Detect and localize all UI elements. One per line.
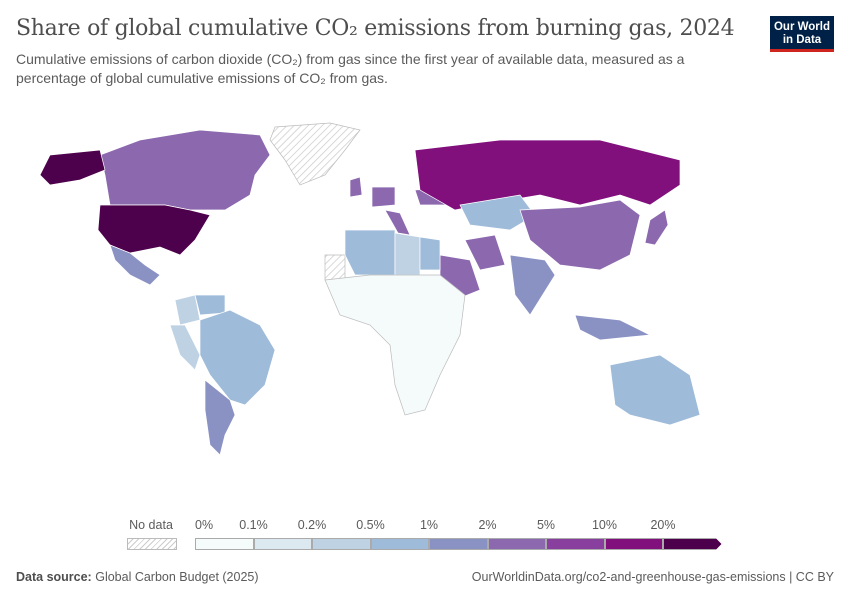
- country-india[interactable]: [509, 254, 556, 316]
- country-italy[interactable]: [384, 209, 411, 236]
- country-germany[interactable]: [371, 186, 396, 208]
- legend-bin: [429, 538, 488, 550]
- legend-bin-label: 0%: [195, 518, 214, 532]
- legend-bin-label: 0.1%: [239, 518, 268, 532]
- legend-bin: [604, 538, 663, 550]
- country-kazakhstan[interactable]: [459, 194, 536, 231]
- legend-bin: [195, 538, 254, 550]
- legend-bin: [370, 538, 429, 550]
- legend-bin: [546, 538, 605, 550]
- legend-no-data-swatch: [127, 538, 177, 550]
- legend-bin-label: 10%: [591, 518, 618, 532]
- country-iran[interactable]: [464, 234, 506, 271]
- legend: No data 0% 0.1% 0.2% 0.5% 1% 2% 5% 10% 20%: [0, 515, 850, 555]
- legend-bin-label: 2%: [478, 518, 497, 532]
- owid-logo[interactable]: Our World in Data: [770, 16, 834, 52]
- country-western-sahara[interactable]: [324, 254, 346, 281]
- country-indonesia[interactable]: [574, 314, 652, 341]
- footer-url[interactable]: OurWorldinData.org/co2-and-greenhouse-ga…: [471, 570, 834, 584]
- source-label: Data source:: [16, 570, 92, 584]
- legend-bin: [487, 538, 546, 550]
- country-algeria[interactable]: [344, 229, 396, 276]
- country-argentina[interactable]: [204, 379, 236, 456]
- country-canada[interactable]: [99, 129, 271, 211]
- legend-bin-label: 1%: [419, 518, 439, 532]
- country-greenland[interactable]: [269, 122, 361, 186]
- country-brazil[interactable]: [199, 309, 276, 406]
- chart-subtitle: Cumulative emissions of carbon dioxide (…: [16, 51, 685, 86]
- country-venezuela[interactable]: [194, 294, 226, 316]
- country-libya[interactable]: [394, 232, 421, 276]
- chart-title: Share of global cumulative CO₂ emissions…: [16, 16, 735, 41]
- legend-bin: [663, 538, 722, 550]
- country-egypt[interactable]: [419, 236, 441, 271]
- source-link[interactable]: Global Carbon Budget (2025): [95, 570, 259, 584]
- country-united-states[interactable]: [39, 149, 211, 256]
- country-peru[interactable]: [169, 324, 201, 371]
- country-mexico[interactable]: [109, 244, 161, 286]
- logo-line-1: Our World: [773, 21, 830, 33]
- legend-bin: [312, 538, 371, 550]
- country-russia[interactable]: [414, 139, 681, 211]
- legend-bin-label: 20%: [650, 518, 676, 532]
- country-united-kingdom[interactable]: [349, 176, 363, 198]
- legend-bin-label: 5%: [536, 518, 556, 532]
- country-china[interactable]: [519, 199, 641, 271]
- legend-bin-label: 0.5%: [356, 518, 385, 532]
- legend-no-data-label: No data: [129, 518, 173, 532]
- legend-bin-label: 0.2%: [297, 518, 327, 532]
- country-australia[interactable]: [609, 354, 701, 426]
- world-map: [39, 122, 701, 456]
- logo-line-2: in Data: [782, 34, 822, 46]
- data-source: Data source: Global Carbon Budget (2025): [16, 570, 259, 584]
- country-japan[interactable]: [644, 209, 669, 246]
- country-africa-rest[interactable]: [324, 274, 466, 416]
- legend-bin: [253, 538, 312, 550]
